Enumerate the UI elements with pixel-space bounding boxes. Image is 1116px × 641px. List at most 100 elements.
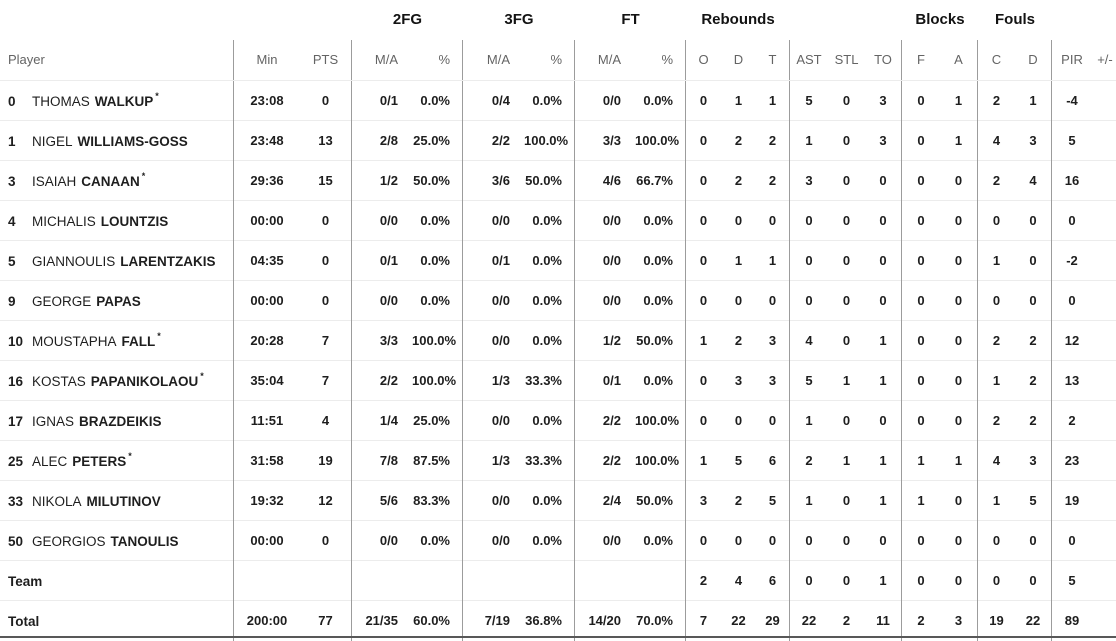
blocks-against-cell: 0 xyxy=(940,481,978,521)
blocks-against-cell: 1 xyxy=(940,121,978,161)
ft-percent-cell: 0.0% xyxy=(635,81,686,121)
offensive-rebounds-cell: 2 xyxy=(699,573,708,588)
steals-cell: 0 xyxy=(842,253,851,268)
player-cell[interactable]: 5 GIANNOULIS LARENTZAKIS xyxy=(0,241,234,281)
player-first-name: IGNAS xyxy=(32,413,75,429)
minutes-cell: 23:08 xyxy=(250,93,284,108)
player-cell[interactable]: 0 THOMAS WALKUP * xyxy=(0,81,234,121)
player-cell[interactable]: 10 MOUSTAPHA FALL * xyxy=(0,321,234,361)
group-header-2fg: 2FG xyxy=(392,11,423,28)
blocks-against-cell: 0 xyxy=(940,161,978,201)
blocks-for-cell: 0 xyxy=(917,373,925,388)
3fg-made-attempted-cell: 7/19 xyxy=(484,613,510,628)
table-row: 17 IGNAS BRAZDEIKIS 11:51 4 1/4 25.0% 0/… xyxy=(0,400,1116,441)
fouls-committed-cell: 0 xyxy=(992,573,1001,588)
column-header-2fg-ma: M/A xyxy=(374,52,398,67)
player-cell[interactable]: 1 NIGEL WILLIAMS-GOSS xyxy=(0,121,234,161)
offensive-rebounds-cell: 0 xyxy=(699,413,708,428)
turnovers-cell: 1 xyxy=(865,321,902,361)
3fg-percent-cell: 0.0% xyxy=(524,81,575,121)
2fg-percent-cell: 60.0% xyxy=(412,601,463,641)
2fg-made-attempted-cell: 1/2 xyxy=(379,173,398,188)
ft-percent-cell: 66.7% xyxy=(635,161,686,201)
minutes-cell: 00:00 xyxy=(250,213,284,228)
points-cell: 77 xyxy=(300,601,352,641)
player-cell[interactable]: 17 IGNAS BRAZDEIKIS xyxy=(0,401,234,441)
2fg-made-attempted-cell: 2/8 xyxy=(379,133,398,148)
steals-cell: 0 xyxy=(842,533,851,548)
defensive-rebounds-cell: 22 xyxy=(731,613,746,628)
ft-percent-cell: 100.0% xyxy=(635,441,686,481)
defensive-rebounds-cell: 2 xyxy=(734,133,743,148)
ft-made-attempted-cell: 0/0 xyxy=(602,213,621,228)
ft-made-attempted-cell: 1/2 xyxy=(602,333,621,348)
assists-cell: 0 xyxy=(805,213,813,228)
column-header-reb-o: O xyxy=(698,52,709,67)
row-label: Team xyxy=(8,573,43,589)
pir-cell: 89 xyxy=(1064,613,1080,628)
blocks-against-cell: 1 xyxy=(940,441,978,481)
steals-cell: 0 xyxy=(842,293,851,308)
table-row: Team 2 4 6 0 0 1 0 0 0 0 5 xyxy=(0,560,1116,601)
pir-cell: -4 xyxy=(1066,93,1078,108)
player-cell[interactable]: 16 KOSTAS PAPANIKOLAOU * xyxy=(0,361,234,401)
2fg-percent-cell: 0.0% xyxy=(412,281,463,321)
turnovers-cell: 1 xyxy=(865,481,902,521)
points-cell: 19 xyxy=(300,441,352,481)
column-header-ft-pct: % xyxy=(635,40,686,80)
player-cell[interactable]: 25 ALEC PETERS * xyxy=(0,441,234,481)
fouls-drawn-cell: 0 xyxy=(1015,561,1052,601)
ft-made-attempted-cell: 14/20 xyxy=(588,613,621,628)
3fg-percent-cell: 0.0% xyxy=(524,281,575,321)
table-row: 25 ALEC PETERS * 31:58 19 7/8 87.5% 1/3 … xyxy=(0,440,1116,481)
blocks-against-cell: 0 xyxy=(940,201,978,241)
turnovers-cell: 0 xyxy=(865,521,902,561)
player-first-name: GIANNOULIS xyxy=(32,253,116,269)
2fg-percent-cell xyxy=(412,561,463,601)
3fg-made-attempted-cell: 1/3 xyxy=(491,373,510,388)
2fg-percent-cell: 25.0% xyxy=(412,121,463,161)
3fg-made-attempted-cell: 0/0 xyxy=(491,213,510,228)
steals-cell: 0 xyxy=(842,573,851,588)
player-number: 0 xyxy=(8,93,16,109)
assists-cell: 5 xyxy=(805,93,813,108)
player-first-name: GEORGE xyxy=(32,293,92,309)
ft-made-attempted-cell: 0/0 xyxy=(602,293,621,308)
starter-asterisk: * xyxy=(155,91,159,101)
pir-cell: -2 xyxy=(1066,253,1078,268)
2fg-made-attempted-cell: 21/35 xyxy=(365,613,398,628)
fouls-drawn-cell: 0 xyxy=(1015,281,1052,321)
player-cell[interactable]: 9 GEORGE PAPAS xyxy=(0,281,234,321)
total-rebounds-cell: 6 xyxy=(756,561,790,601)
fouls-drawn-cell: 0 xyxy=(1015,521,1052,561)
3fg-percent-cell: 0.0% xyxy=(524,241,575,281)
minutes-cell: 11:51 xyxy=(250,413,284,428)
minutes-cell: 00:00 xyxy=(250,533,284,548)
pir-cell: 5 xyxy=(1068,133,1076,148)
player-cell[interactable]: 3 ISAIAH CANAAN * xyxy=(0,161,234,201)
column-header-min: Min xyxy=(256,52,278,67)
turnovers-cell: 11 xyxy=(865,601,902,641)
minutes-cell xyxy=(234,561,300,601)
table-row: 9 GEORGE PAPAS 00:00 0 0/0 0.0% 0/0 0.0%… xyxy=(0,280,1116,321)
fouls-committed-cell: 4 xyxy=(992,453,1001,468)
fouls-committed-cell: 1 xyxy=(992,493,1001,508)
player-cell[interactable]: 50 GEORGIOS TANOULIS xyxy=(0,521,234,561)
pir-cell: 23 xyxy=(1064,453,1080,468)
player-number: 33 xyxy=(8,493,24,509)
ft-percent-cell: 0.0% xyxy=(635,241,686,281)
player-first-name: GEORGIOS xyxy=(32,533,106,549)
column-header-player: Player xyxy=(0,40,234,80)
points-cell xyxy=(300,561,352,601)
2fg-made-attempted-cell: 7/8 xyxy=(379,453,398,468)
3fg-percent-cell: 36.8% xyxy=(524,601,575,641)
2fg-made-attempted-cell: 0/0 xyxy=(379,213,398,228)
player-cell[interactable]: 33 NIKOLA MILUTINOV xyxy=(0,481,234,521)
turnovers-cell: 1 xyxy=(865,361,902,401)
player-cell[interactable]: 4 MICHALIS LOUNTZIS xyxy=(0,201,234,241)
fouls-drawn-cell: 22 xyxy=(1015,601,1052,641)
2fg-percent-cell: 50.0% xyxy=(412,161,463,201)
blocks-for-cell: 0 xyxy=(917,253,925,268)
assists-cell: 1 xyxy=(805,493,813,508)
defensive-rebounds-cell: 1 xyxy=(734,93,743,108)
